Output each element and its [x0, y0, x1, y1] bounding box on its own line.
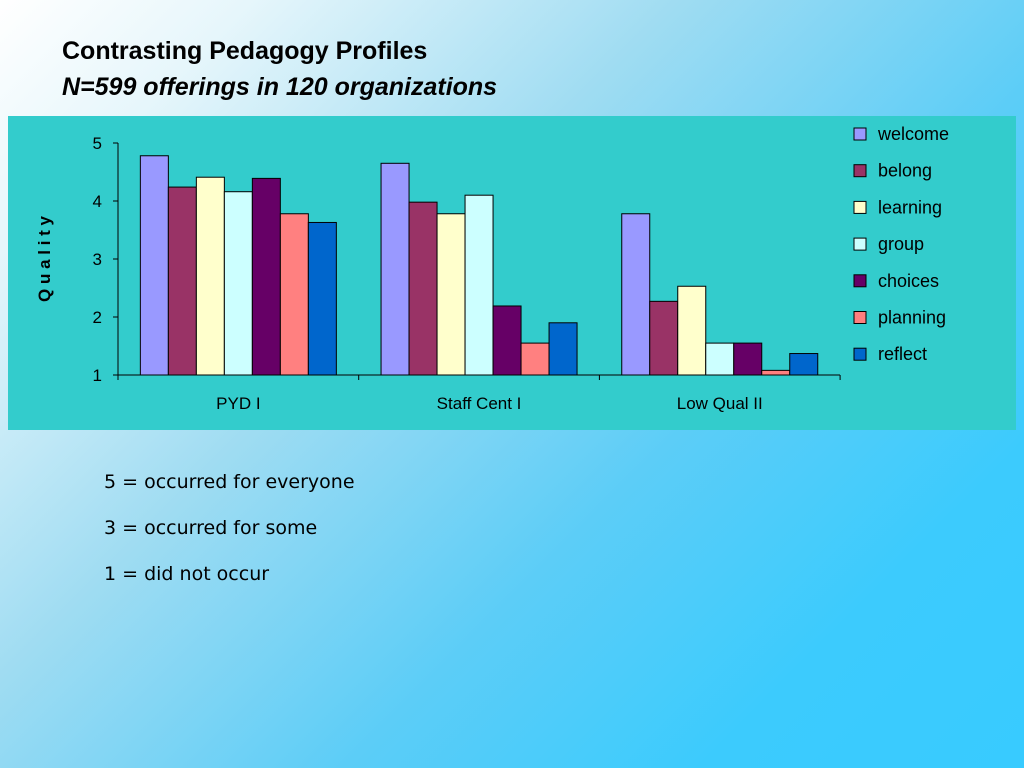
legend-swatch-belong: [853, 164, 867, 178]
legend-label-reflect: reflect: [878, 344, 927, 364]
x-category-label: PYD I: [216, 394, 260, 413]
bar-welcome-0: [139, 155, 169, 376]
bar-belong-1: [408, 201, 438, 376]
chart-panel: 1 2 3 4 5 Q u a l i t y PYD I Staff Cent I Low Q…: [8, 116, 1016, 430]
bar-planning-0: [279, 213, 309, 376]
legend-label-learning: learning: [878, 197, 942, 217]
bar-welcome-1: [380, 162, 410, 376]
slide-title: Contrasting Pedagogy Profiles: [62, 37, 428, 65]
bar-chart: 1 2 3 4 5 Q u a l i t y PYD I Staff Cent I Low Q…: [35, 124, 949, 413]
y-tick-label: 3: [93, 250, 102, 269]
y-tick-label: 5: [93, 134, 102, 153]
bar-belong-2: [649, 300, 679, 376]
note-everyone: 5 = occurred for everyone: [104, 471, 355, 493]
legend-label-choices: choices: [878, 271, 939, 291]
legend-swatch-reflect: [853, 347, 867, 361]
legend-swatch-group: [853, 237, 867, 251]
legend-swatch-planning: [853, 311, 867, 324]
bar-choices-2: [733, 342, 763, 376]
bar-welcome-2: [621, 213, 651, 376]
legend-label-group: group: [878, 234, 924, 254]
scale-notes: 5 = occurred for everyone 3 = occurred f…: [104, 466, 355, 604]
slide-subtitle: N=599 offerings in 120 organizations: [62, 73, 498, 101]
bar-planning-1: [520, 342, 550, 376]
y-tick-label: 2: [93, 308, 102, 327]
legend-swatch-choices: [853, 274, 867, 288]
bar-choices-0: [251, 177, 281, 376]
bar-reflect-1: [548, 322, 578, 376]
bar-learning-1: [436, 213, 466, 376]
legend-label-belong: belong: [878, 161, 932, 181]
bar-group-1: [464, 194, 494, 376]
bar-choices-1: [492, 305, 522, 376]
legend-swatch-welcome: [853, 127, 867, 141]
legend-label-planning: planning: [878, 308, 946, 328]
bar-learning-0: [195, 176, 225, 376]
legend-label-welcome: welcome: [877, 124, 949, 144]
x-category-label: Low Qual II: [677, 394, 763, 413]
note-did-not-occur: 1 = did not occur: [104, 563, 270, 585]
legend-swatch-learning: [853, 200, 867, 214]
bar-reflect-0: [307, 221, 337, 376]
y-tick-label: 1: [93, 366, 102, 385]
bar-group-0: [223, 191, 253, 376]
y-axis-label: Q u a l i t y: [35, 215, 54, 302]
bar-belong-0: [167, 186, 197, 376]
bar-planning-2: [761, 369, 791, 376]
y-tick-label: 4: [93, 192, 102, 211]
note-some: 3 = occurred for some: [104, 517, 318, 539]
bar-group-2: [705, 342, 735, 376]
x-category-label: Staff Cent I: [437, 394, 522, 413]
bar-reflect-2: [789, 353, 819, 376]
bar-learning-2: [677, 285, 707, 376]
